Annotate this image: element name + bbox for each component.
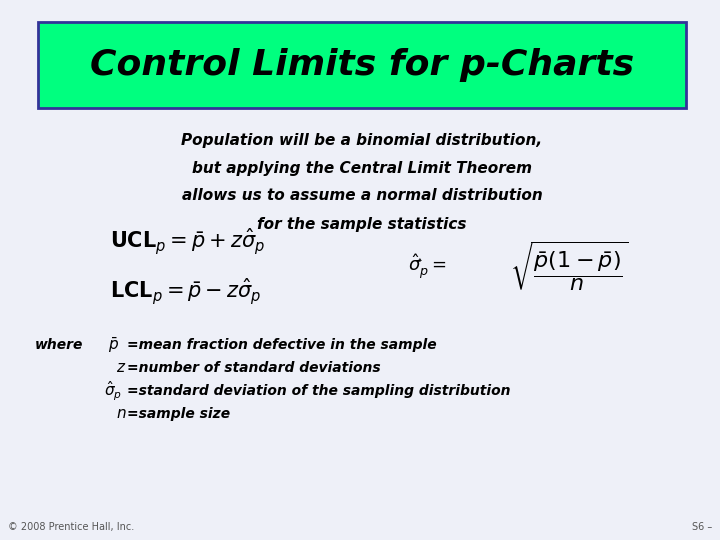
Text: $\mathbf{UCL}_p = \bar{p} + z\hat{\sigma}_p$: $\mathbf{UCL}_p = \bar{p} + z\hat{\sigma… — [110, 227, 265, 257]
Text: S6 –: S6 – — [692, 522, 712, 532]
Text: but applying the Central Limit Theorem: but applying the Central Limit Theorem — [192, 160, 532, 176]
Text: =mean fraction defective in the sample: =mean fraction defective in the sample — [127, 338, 436, 352]
Text: $\hat{\sigma}_p^{\hat{}} =$: $\hat{\sigma}_p^{\hat{}} =$ — [408, 253, 446, 281]
Text: Control Limits for p-Charts: Control Limits for p-Charts — [90, 48, 634, 82]
Text: $n$: $n$ — [116, 407, 127, 422]
Text: for the sample statistics: for the sample statistics — [257, 217, 467, 232]
Text: $\mathbf{LCL}_p = \bar{p} - z\hat{\sigma}_p$: $\mathbf{LCL}_p = \bar{p} - z\hat{\sigma… — [110, 277, 261, 307]
Text: =sample size: =sample size — [127, 407, 230, 421]
Text: where: where — [35, 338, 84, 352]
FancyBboxPatch shape — [38, 22, 686, 108]
Text: Population will be a binomial distribution,: Population will be a binomial distributi… — [181, 132, 543, 147]
Text: $\hat{\sigma}_p$: $\hat{\sigma}_p$ — [104, 379, 122, 403]
Text: $\bar{p}$: $\bar{p}$ — [108, 335, 119, 355]
Text: $z$: $z$ — [116, 361, 126, 375]
Text: =standard deviation of the sampling distribution: =standard deviation of the sampling dist… — [127, 384, 510, 398]
Text: allows us to assume a normal distribution: allows us to assume a normal distributio… — [181, 188, 542, 204]
Text: © 2008 Prentice Hall, Inc.: © 2008 Prentice Hall, Inc. — [8, 522, 134, 532]
Text: $\sqrt{\dfrac{\bar{p}(1 - \bar{p})}{n}}$: $\sqrt{\dfrac{\bar{p}(1 - \bar{p})}{n}}$ — [510, 240, 629, 294]
Text: =number of standard deviations: =number of standard deviations — [127, 361, 381, 375]
